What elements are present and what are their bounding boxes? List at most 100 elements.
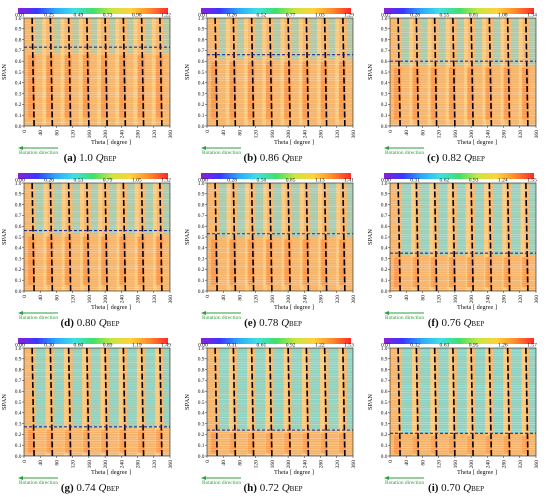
x-tick-label: 360	[351, 130, 357, 139]
blade-wake-line	[214, 348, 218, 456]
caption-value: 0.74	[73, 482, 99, 494]
mid-velocity-band	[283, 348, 288, 456]
mid-velocity-band	[520, 183, 525, 291]
blade-wake-line	[305, 18, 310, 126]
low-velocity-band	[493, 183, 503, 255]
y-axis-label: SPAN	[1, 229, 8, 245]
mid-velocity-band	[97, 18, 102, 126]
blade-wake-line	[214, 183, 218, 291]
x-tick-label: 320	[152, 460, 158, 469]
caption-value: 0.72	[256, 482, 282, 494]
high-velocity-band	[137, 429, 145, 454]
low-velocity-band	[54, 183, 62, 235]
colorbar	[201, 338, 351, 344]
high-velocity-band	[338, 61, 346, 119]
mid-velocity-band	[336, 183, 341, 291]
y-tick-label: 0.9	[15, 357, 22, 363]
y-tick-label: 1.0	[15, 346, 22, 352]
low-velocity-band	[219, 18, 226, 60]
blade-wake-line	[67, 18, 72, 126]
y-axis-label: SPAN	[367, 394, 374, 410]
blade-wake-line	[397, 183, 401, 291]
caption-letter: (g)	[60, 482, 74, 494]
y-tick-label: 0.3	[198, 421, 205, 427]
colorbar-tick-label: 0.55	[440, 13, 450, 19]
blade-wake-line	[31, 348, 35, 456]
y-tick-label: 0.5	[15, 70, 22, 76]
low-velocity-band	[493, 348, 504, 434]
colorbar-tick-label: 0.00	[15, 343, 25, 349]
y-tick-label: 0.3	[15, 421, 22, 427]
blade-wake-line	[488, 18, 493, 126]
low-velocity-band	[273, 348, 284, 431]
mid-velocity-band	[539, 183, 543, 291]
x-tick-label: 320	[335, 130, 341, 139]
high-velocity-band	[46, 429, 54, 454]
x-tick-label: 240	[302, 295, 308, 304]
mid-velocity-band	[247, 348, 252, 456]
colorbar-tick-label: 0.31	[410, 178, 420, 184]
colorbar-tick-label: 0.00	[198, 178, 208, 184]
mid-velocity-band	[320, 348, 325, 456]
x-tick-label: 240	[302, 460, 308, 469]
y-tick-label: 0.2	[15, 267, 22, 273]
colorbar	[384, 173, 534, 179]
high-velocity-band	[229, 239, 237, 286]
mid-velocity-band	[79, 183, 84, 291]
blade-wake-line	[415, 18, 420, 126]
high-velocity-band	[485, 435, 493, 454]
x-tick-label: 160	[453, 130, 459, 139]
x-axis-label: Theta [ degree ]	[91, 469, 131, 476]
blade-wake-line	[104, 348, 108, 456]
high-velocity-band	[448, 67, 456, 120]
rotation-direction-label: Rotation direction	[202, 315, 241, 321]
x-tick-label: 320	[152, 130, 158, 139]
high-velocity-band	[229, 61, 237, 119]
y-tick-label: 0.1	[381, 113, 388, 119]
mid-velocity-band	[335, 18, 340, 126]
mid-velocity-band	[43, 183, 48, 291]
chart-panel-7: 0.00 0.31 0.61 0.92 1.22 1.53 0.0 0.1 0.2 0.3 0.4 0…	[184, 338, 357, 486]
colorbar-tick-label: 1.34	[527, 13, 537, 19]
y-tick-label: 0.6	[198, 59, 205, 65]
chart-panel-3: 0.00 0.26 0.53 0.79 1.05 1.32 0.0 0.1 0.2 0.3 0.4 0…	[1, 173, 174, 321]
x-tick-label: 0	[388, 295, 394, 298]
y-tick-label: 0.2	[198, 267, 205, 273]
y-axis-label: SPAN	[184, 229, 191, 245]
blade-wake-line	[104, 183, 108, 291]
panel-caption: (b) 0.86 QBEP	[193, 152, 353, 164]
x-tick-label: 160	[270, 295, 276, 304]
y-tick-label: 0.4	[381, 81, 388, 87]
colorbar-tick-label: 1.55	[527, 178, 537, 184]
x-tick-label: 240	[485, 460, 491, 469]
y-tick-label: 0.9	[381, 27, 388, 33]
y-tick-label: 1.0	[198, 346, 205, 352]
panel-caption: (e) 0.78 QBEP	[193, 317, 353, 329]
colorbar-tick-label: 1.08	[498, 13, 508, 19]
low-velocity-band	[255, 183, 264, 238]
blade-wake-line	[86, 183, 90, 291]
panel-caption: (h) 0.72 QBEP	[193, 482, 353, 494]
blade-wake-line	[140, 183, 145, 291]
mid-velocity-band	[502, 183, 507, 291]
mid-velocity-band	[263, 183, 268, 291]
high-velocity-band	[46, 236, 54, 285]
y-tick-label: 0.6	[198, 224, 205, 230]
x-tick-label: 360	[534, 460, 540, 469]
mid-velocity-band	[540, 348, 544, 456]
colorbar-tick-label: 0.31	[227, 343, 237, 349]
colorbar-tick-label: 1.53	[344, 343, 354, 349]
colorbar-tick-label: 0.79	[103, 178, 113, 184]
colorbar	[201, 8, 351, 14]
y-tick-label: 0.2	[198, 102, 205, 108]
mid-velocity-band	[152, 183, 157, 291]
rotation-direction-label: Rotation direction	[385, 150, 424, 156]
x-axis-label: Theta [ degree ]	[274, 304, 314, 311]
rotation-arrow-head	[18, 146, 23, 150]
colorbar-tick-label: 0.61	[257, 343, 267, 349]
mid-velocity-band	[537, 18, 541, 126]
y-axis-label: SPAN	[367, 229, 374, 245]
colorbar-tick-label: 0.26	[44, 178, 54, 184]
panel-caption: (f) 0.76 QBEP	[376, 317, 536, 329]
